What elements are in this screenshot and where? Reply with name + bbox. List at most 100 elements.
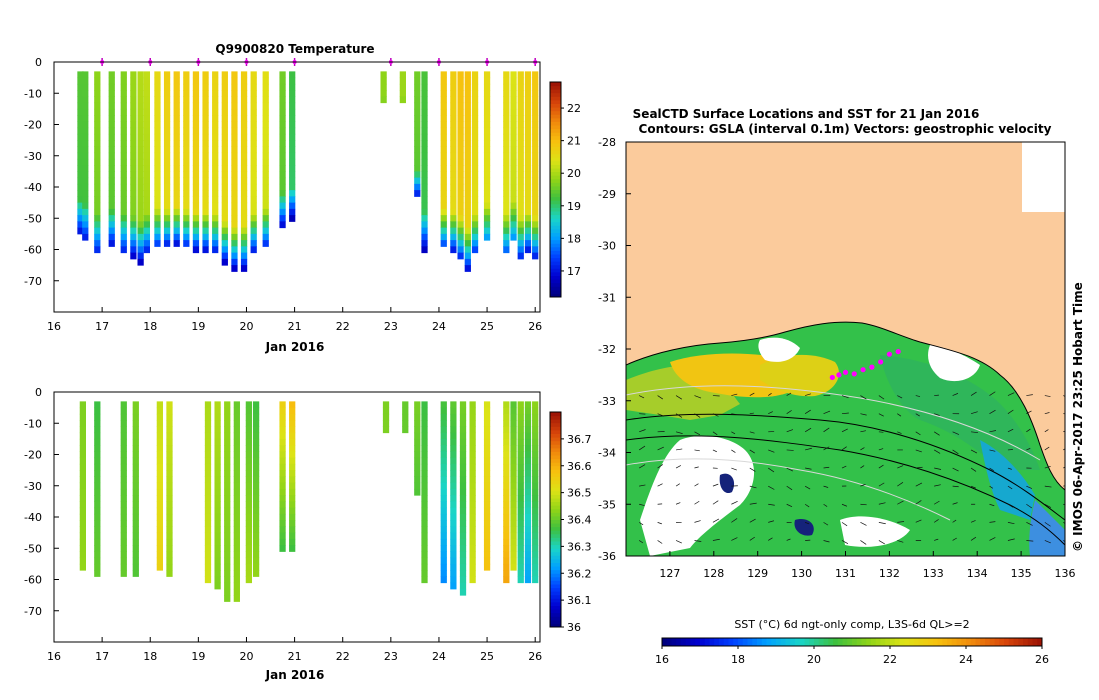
seal-location: [895, 348, 901, 355]
profile-cell: [524, 83, 532, 91]
profile-cell: [143, 71, 150, 79]
profile-cell: [212, 140, 219, 147]
profile-cell: [279, 158, 286, 166]
colorbar-segment: [550, 526, 561, 531]
profile-cell: [469, 488, 476, 496]
profile-cell: [77, 121, 84, 129]
profile-cell: [450, 215, 457, 222]
velocity-vector: [1026, 448, 1031, 451]
profile-column: [380, 71, 387, 104]
profile-cell: [166, 563, 173, 571]
profile-cell: [262, 152, 269, 160]
profile-cell: [440, 407, 447, 415]
profile-cell: [212, 215, 219, 222]
y-tick-label: -40: [24, 181, 42, 194]
colorbar-segment: [550, 519, 561, 524]
profile-cell: [240, 146, 248, 154]
profile-cell: [163, 227, 171, 235]
velocity-vector: [915, 413, 920, 417]
velocity-vector: [638, 540, 644, 544]
profile-cell: [457, 202, 464, 210]
profile-cell: [204, 413, 212, 421]
profile-cell: [532, 513, 539, 521]
profile-cell: [457, 96, 464, 104]
profile-cell: [459, 445, 467, 452]
profile-cell: [450, 407, 457, 415]
profile-cell: [240, 177, 248, 185]
profile-cell: [212, 71, 219, 79]
velocity-vector: [1044, 412, 1050, 415]
profile-cell: [245, 526, 253, 534]
profile-cell: [471, 202, 479, 210]
profile-cell: [156, 545, 163, 552]
profile-cell: [450, 532, 457, 540]
profile-cell: [137, 240, 144, 247]
profile-cell: [414, 77, 421, 85]
velocity-vector: [657, 522, 662, 525]
sst-colorbar-segment: [728, 638, 734, 646]
velocity-vector: [934, 538, 939, 541]
profile-cell: [469, 445, 476, 452]
profile-cell: [503, 482, 510, 490]
profile-cell: [524, 246, 532, 254]
profile-cell: [532, 152, 539, 160]
profile-cell: [143, 115, 150, 122]
profile-cell: [231, 77, 238, 85]
profile-cell: [459, 476, 467, 484]
profile-cell: [77, 115, 84, 122]
profile-cell: [132, 413, 139, 421]
profile-cell: [224, 495, 231, 502]
velocity-vector: [1044, 446, 1050, 451]
profile-cell: [202, 196, 209, 204]
colorbar-segment: [550, 268, 561, 273]
profile-cell: [483, 127, 491, 135]
profile-cell: [221, 77, 228, 85]
profile-cell: [483, 183, 491, 191]
profile-cell: [279, 90, 286, 97]
profile-cell: [524, 208, 532, 216]
profile-cell: [221, 208, 228, 216]
profile-cell: [250, 215, 257, 222]
map-y-tick-label: -36: [598, 550, 616, 563]
profile-cell: [471, 208, 479, 216]
profile-column: [137, 71, 144, 266]
profile-cell: [503, 545, 510, 552]
colorbar-segment: [550, 562, 561, 567]
profile-cell: [154, 165, 161, 172]
velocity-vector: [823, 427, 830, 433]
profile-cell: [143, 96, 150, 104]
velocity-vector: [768, 485, 775, 490]
profile-cell: [120, 532, 127, 540]
velocity-vector: [657, 483, 663, 487]
profile-cell: [457, 246, 464, 254]
velocity-vector: [841, 540, 849, 545]
velocity-vector: [1063, 540, 1065, 543]
profile-cell: [483, 115, 491, 122]
profile-cell: [233, 445, 240, 452]
profile-cell: [166, 495, 173, 502]
profile-cell: [289, 495, 296, 502]
colorbar-segment: [550, 544, 561, 549]
profile-cell: [524, 140, 532, 147]
profile-cell: [192, 108, 200, 116]
colorbar-segment: [550, 476, 561, 481]
profile-cell: [414, 71, 421, 79]
profile-cell: [130, 208, 137, 216]
profile-cell: [163, 102, 171, 110]
profile-cell: [503, 563, 510, 571]
velocity-vector: [970, 485, 976, 489]
profile-cell: [532, 457, 539, 465]
profile-column: [108, 71, 115, 247]
profile-cell: [132, 507, 139, 515]
profile-cell: [240, 215, 248, 222]
profile-column: [517, 71, 524, 260]
sst-colorbar-segment: [704, 638, 710, 646]
profile-cell: [524, 90, 532, 97]
profile-cell: [202, 146, 209, 154]
profile-cell: [250, 77, 257, 85]
profile-cell: [252, 563, 260, 571]
profile-cell: [94, 202, 101, 210]
profile-cell: [120, 90, 127, 97]
colorbar-segment: [550, 469, 561, 474]
profile-cell: [503, 183, 510, 191]
